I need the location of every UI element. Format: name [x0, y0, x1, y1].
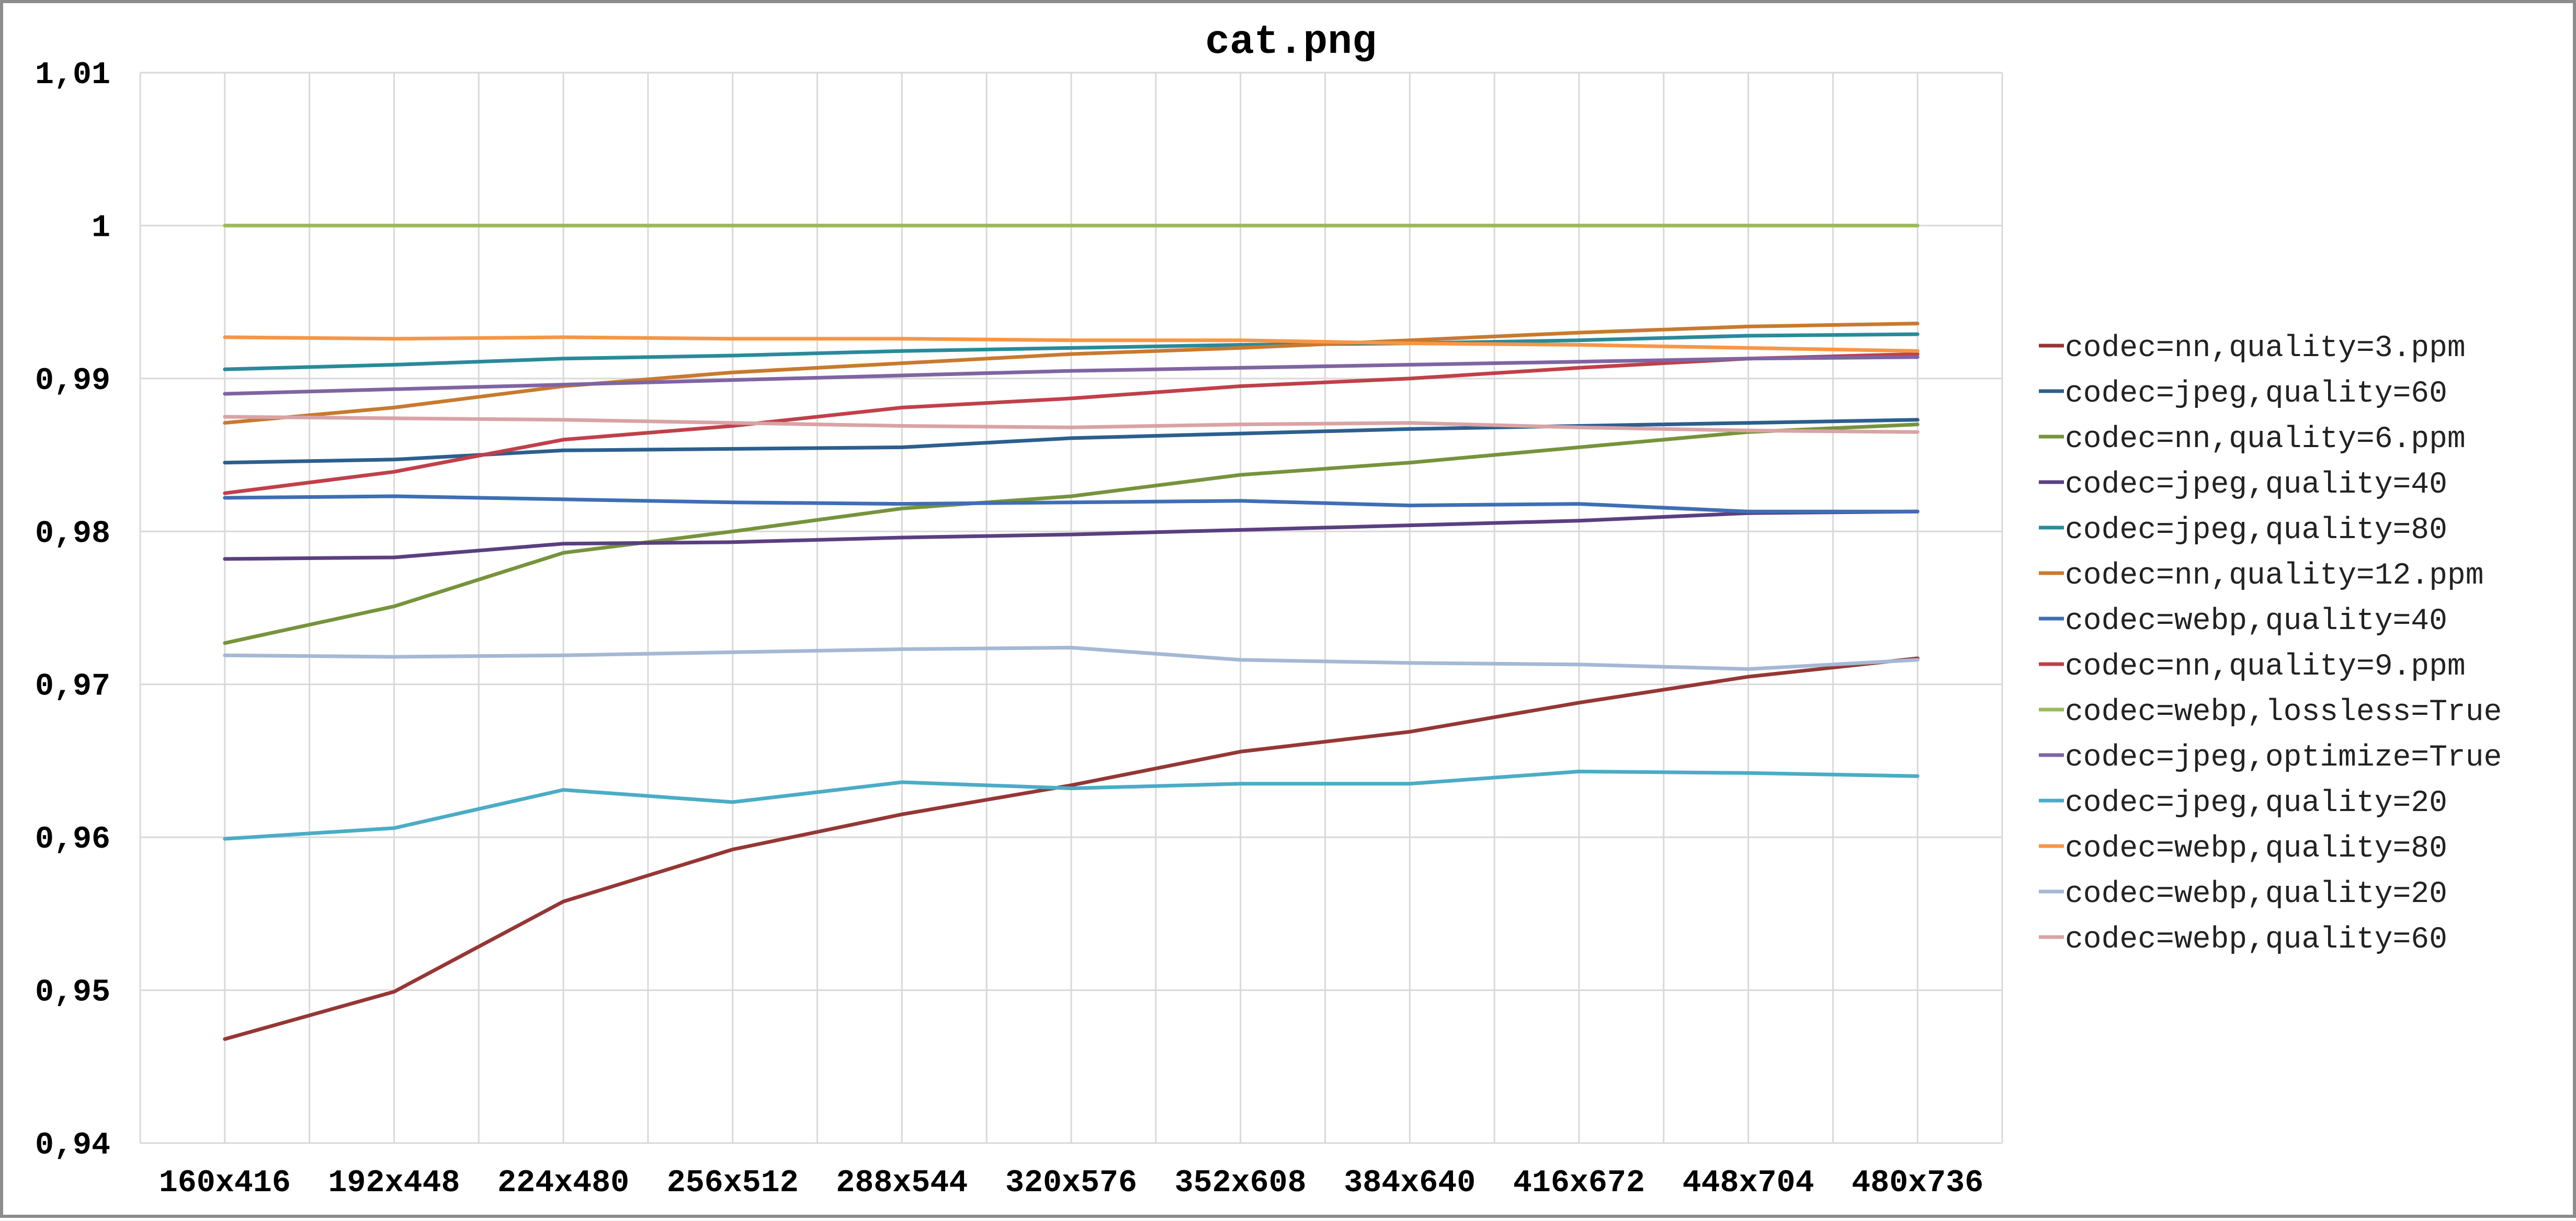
- legend-label: codec=webp,quality=60: [2065, 923, 2447, 957]
- series-line-11: [223, 335, 1920, 353]
- x-tick-label: 448x704: [1683, 1166, 1814, 1201]
- x-tick-label: 256x512: [667, 1166, 799, 1201]
- legend-label: codec=jpeg,quality=80: [2065, 513, 2447, 547]
- series-line-7: [223, 352, 1920, 495]
- x-tick-label: 480x736: [1852, 1166, 1983, 1201]
- legend-label: codec=nn,quality=9.ppm: [2065, 650, 2466, 684]
- legend-label: codec=nn,quality=6.ppm: [2065, 423, 2466, 457]
- series-line-5: [223, 322, 1920, 425]
- y-tick-label: 1: [92, 210, 110, 246]
- y-tick-label: 0,96: [35, 822, 110, 858]
- x-tick-label: 384x640: [1344, 1166, 1476, 1201]
- series-line-3: [223, 509, 1920, 561]
- x-tick-label: 192x448: [328, 1166, 460, 1201]
- series-line-1: [223, 418, 1920, 465]
- chart-title: cat.png: [1205, 19, 1377, 65]
- y-tick-label: 0,98: [35, 516, 110, 552]
- series-line-2: [223, 423, 1920, 645]
- series-line-4: [223, 332, 1920, 371]
- x-tick-label: 416x672: [1513, 1166, 1645, 1201]
- y-axis-ticks: 1,01 1 0,99 0,98 0,97 0,96 0,95 0,94: [35, 58, 110, 1163]
- series-line-10: [223, 769, 1920, 841]
- x-axis-ticks: 160x416 192x448 224x480 256x512 288x544 320x5…: [159, 1166, 1983, 1201]
- series-line-13: [223, 415, 1920, 434]
- legend-label: codec=webp,quality=20: [2065, 877, 2447, 911]
- legend-label: codec=jpeg,quality=20: [2065, 786, 2447, 820]
- y-tick-label: 1,01: [35, 58, 110, 93]
- y-tick-label: 0,95: [35, 975, 110, 1011]
- y-tick-label: 0,97: [35, 669, 110, 705]
- legend-label: codec=webp,quality=80: [2065, 832, 2447, 866]
- legend: codec=nn,quality=3.ppm codec=jpeg,quality…: [2039, 332, 2502, 957]
- legend-label: codec=nn,quality=12.ppm: [2065, 559, 2484, 593]
- legend-label: codec=webp,quality=40: [2065, 604, 2447, 638]
- grid: [139, 72, 2003, 1144]
- x-tick-label: 352x608: [1175, 1166, 1307, 1201]
- legend-label: codec=jpeg,quality=40: [2065, 468, 2447, 502]
- legend-label: codec=jpeg,quality=60: [2065, 377, 2447, 411]
- x-tick-label: 288x544: [836, 1166, 968, 1201]
- series-line-12: [223, 646, 1920, 671]
- legend-label: codec=webp,lossless=True: [2065, 695, 2502, 729]
- series-line-6: [223, 494, 1920, 513]
- x-tick-label: 160x416: [159, 1166, 291, 1201]
- y-tick-label: 0,99: [35, 363, 110, 399]
- y-tick-label: 0,94: [35, 1128, 110, 1163]
- x-tick-label: 224x480: [497, 1166, 629, 1201]
- series-line-9: [223, 355, 1920, 396]
- x-tick-label: 320x576: [1005, 1166, 1137, 1201]
- series-lines: [223, 223, 1920, 1041]
- legend-label: codec=nn,quality=3.ppm: [2065, 332, 2466, 366]
- series-line-0: [223, 656, 1920, 1041]
- line-chart: cat.png 1,01 1 0,99 0,98 0,97 0,96 0,95 0,94 16…: [35, 19, 2502, 1201]
- legend-label: codec=jpeg,optimize=True: [2065, 741, 2502, 775]
